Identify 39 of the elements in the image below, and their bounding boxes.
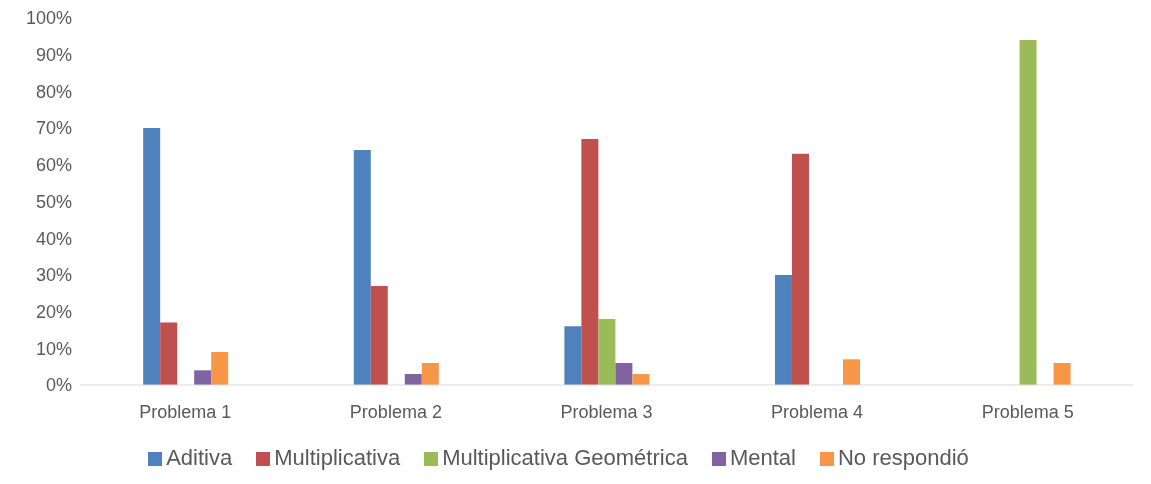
y-tick-label: 50%: [35, 191, 72, 212]
legend-label: Multiplicativa: [274, 445, 401, 470]
bar: [1019, 40, 1037, 385]
y-tick-label: 40%: [35, 228, 72, 249]
bar: [1053, 362, 1071, 385]
bar: [353, 150, 371, 385]
bar: [370, 285, 388, 385]
legend-label: Multiplicativa Geométrica: [442, 445, 688, 470]
y-tick-label: 30%: [35, 265, 72, 286]
bar: [421, 362, 439, 385]
y-tick-label: 0%: [45, 375, 72, 396]
bar: [143, 128, 161, 385]
bar: [615, 362, 633, 385]
y-tick-label: 70%: [35, 118, 72, 139]
y-tick-label: 80%: [35, 81, 72, 102]
y-tick-label: 100%: [25, 8, 72, 29]
bar: [160, 322, 178, 385]
bar: [564, 326, 582, 385]
bar: [404, 373, 422, 385]
bar: [791, 153, 809, 385]
bar: [774, 274, 792, 385]
y-tick-label: 20%: [35, 301, 72, 322]
bar: [581, 139, 599, 385]
legend-label: Aditiva: [166, 445, 233, 470]
y-tick-label: 60%: [35, 155, 72, 176]
x-tick-label: Problema 2: [349, 401, 442, 422]
x-tick-label: Problema 4: [771, 401, 864, 422]
bar: [632, 373, 650, 385]
x-tick-label: Problema 5: [981, 401, 1074, 422]
bar: [211, 351, 229, 385]
y-tick-label: 90%: [35, 45, 72, 66]
bar: [598, 318, 616, 385]
y-tick-label: 10%: [35, 338, 72, 359]
legend-label: No respondió: [837, 445, 969, 470]
bar: [194, 370, 212, 385]
legend-label: Mental: [729, 445, 796, 470]
bar: [842, 359, 860, 385]
x-tick-label: Problema 1: [139, 401, 232, 422]
x-tick-label: Problema 3: [560, 401, 653, 422]
